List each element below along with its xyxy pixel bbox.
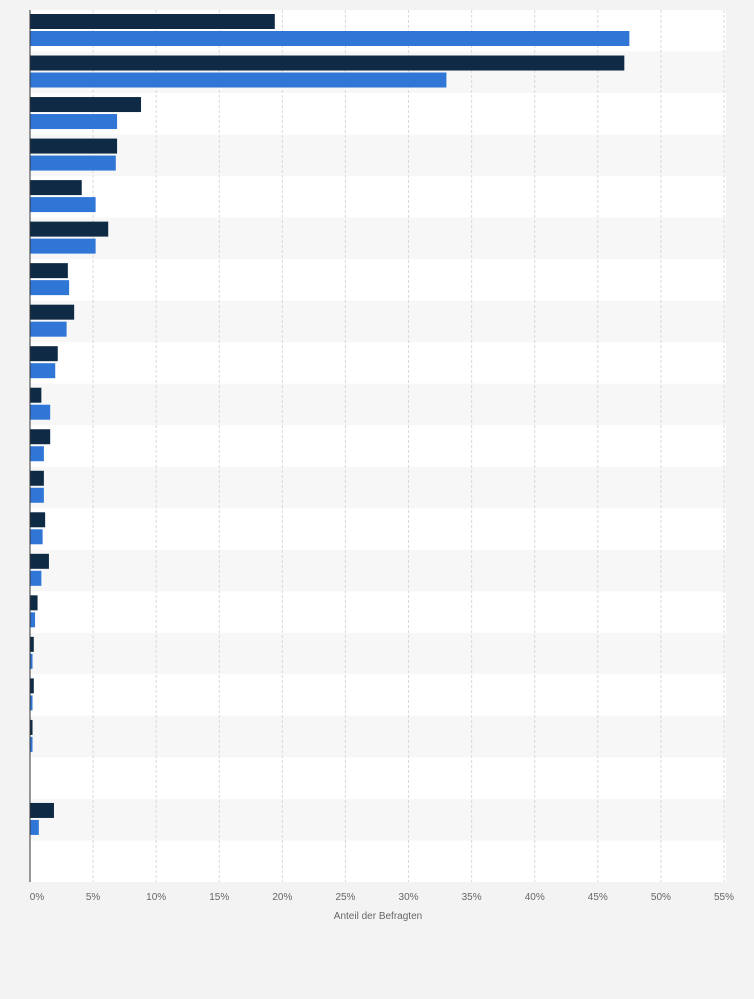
bar-series-1[interactable]	[30, 14, 275, 29]
bar-series-2[interactable]	[30, 695, 33, 711]
row-band	[30, 300, 726, 343]
bar-series-1[interactable]	[30, 97, 142, 113]
bar-series-2[interactable]	[30, 31, 630, 46]
x-axis-title: Anteil der Befragten	[334, 911, 422, 922]
x-tick-label: 40%	[525, 892, 545, 903]
bar-series-2[interactable]	[30, 487, 44, 503]
bar-series-2[interactable]	[30, 819, 39, 835]
bar-series-1[interactable]	[30, 346, 58, 362]
row-band	[30, 217, 726, 260]
bar-series-1[interactable]	[30, 719, 33, 735]
bar-series-1[interactable]	[30, 512, 46, 528]
bar-series-1[interactable]	[30, 55, 625, 71]
bar-series-1[interactable]	[30, 678, 34, 694]
x-tick-label: 55%	[714, 892, 734, 903]
row-band	[30, 466, 726, 509]
x-tick-label: 35%	[462, 892, 482, 903]
bar-series-2[interactable]	[30, 529, 43, 545]
bar-series-2[interactable]	[30, 197, 96, 213]
bar-series-2[interactable]	[30, 404, 51, 420]
bar-series-1[interactable]	[30, 138, 118, 154]
bar-series-2[interactable]	[30, 280, 70, 296]
bar-series-1[interactable]	[30, 263, 68, 279]
bars	[30, 14, 630, 835]
bar-series-2[interactable]	[30, 612, 36, 628]
bar-series-2[interactable]	[30, 446, 44, 462]
bar-series-2[interactable]	[30, 363, 56, 379]
bar-series-1[interactable]	[30, 553, 49, 569]
bar-series-1[interactable]	[30, 429, 51, 445]
bar-series-2[interactable]	[30, 114, 118, 130]
bar-series-1[interactable]	[30, 595, 38, 611]
bar-series-2[interactable]	[30, 155, 116, 171]
x-tick-label: 25%	[335, 892, 355, 903]
bar-series-2[interactable]	[30, 72, 447, 88]
bar-series-2[interactable]	[30, 570, 42, 586]
x-tick-label: 30%	[399, 892, 419, 903]
bar-series-1[interactable]	[30, 304, 75, 320]
x-tick-label: 50%	[651, 892, 671, 903]
bar-series-1[interactable]	[30, 387, 42, 403]
bar-series-1[interactable]	[30, 180, 82, 196]
x-tick-label: 45%	[588, 892, 608, 903]
row-band	[30, 134, 726, 177]
gridlines	[92, 10, 725, 882]
x-tick-label: 0%	[30, 892, 45, 903]
bar-series-2[interactable]	[30, 238, 96, 254]
bar-series-1[interactable]	[30, 636, 34, 652]
row-band	[30, 383, 726, 426]
bar-series-2[interactable]	[30, 736, 33, 752]
row-band	[30, 632, 726, 675]
row-band	[30, 715, 726, 758]
x-tick-label: 20%	[272, 892, 292, 903]
bar-series-2[interactable]	[30, 321, 67, 337]
x-tick-label: 5%	[86, 892, 101, 903]
x-tick-label: 15%	[209, 892, 229, 903]
bar-series-2[interactable]	[30, 653, 33, 669]
bar-series-1[interactable]	[30, 802, 54, 818]
bar-series-1[interactable]	[30, 221, 109, 237]
x-tick-label: 10%	[146, 892, 166, 903]
row-band	[30, 549, 726, 592]
row-band	[30, 798, 726, 841]
x-tick-labels: 0% 5% 10% 15% 20% 25% 30% 35% 40% 45% 50% 55%	[30, 892, 734, 903]
bar-series-1[interactable]	[30, 470, 44, 486]
